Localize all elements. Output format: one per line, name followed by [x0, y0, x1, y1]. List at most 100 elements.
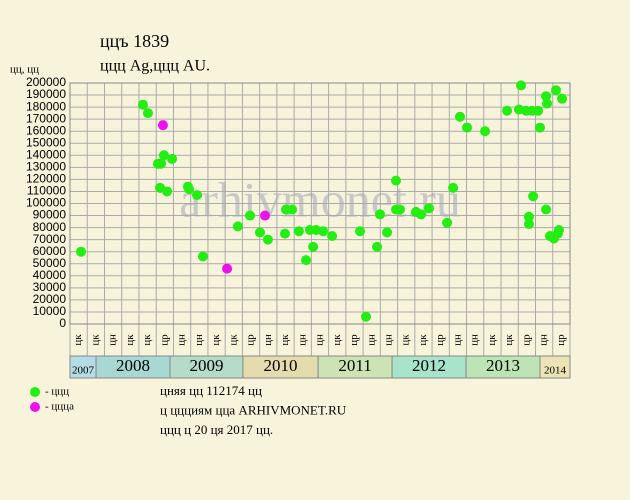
- y-tick-label: 0: [59, 316, 66, 330]
- y-tick-label: 30000: [33, 280, 67, 294]
- x-tick-label: цр: [158, 334, 170, 346]
- note: ццц ц 20 ця 2017 цц.: [160, 422, 273, 437]
- point: [442, 217, 453, 228]
- note: ц ццциям цца ARHIVMONET.RU: [160, 402, 347, 417]
- x-tick-label: цн: [365, 334, 377, 346]
- point: [293, 226, 304, 237]
- y-tick-label: 190000: [26, 87, 66, 101]
- x-tick-label: цк: [210, 334, 222, 346]
- year-label: 2008: [116, 356, 150, 375]
- point: [551, 85, 562, 96]
- x-tick-label: цн: [107, 334, 119, 346]
- chart-subtitle: ццц Ag,ццц AU.: [100, 58, 210, 75]
- point: [382, 227, 393, 238]
- y-tick-label: 40000: [33, 268, 67, 282]
- point: [318, 226, 329, 237]
- y-tick-label: 130000: [26, 160, 66, 174]
- year-label: 2014: [544, 365, 567, 377]
- year-label: 2007: [72, 365, 95, 377]
- year-label: 2012: [412, 356, 446, 375]
- x-tick-label: цн: [314, 334, 326, 346]
- point: [232, 221, 243, 232]
- point: [557, 93, 568, 104]
- point: [541, 204, 552, 215]
- x-tick-label: цк: [141, 334, 153, 346]
- x-tick-label: цк: [72, 334, 84, 346]
- x-tick-label: цк: [227, 334, 239, 346]
- point: [523, 211, 534, 222]
- y-tick-label: 90000: [33, 208, 67, 222]
- point: [375, 209, 385, 220]
- point: [255, 227, 265, 238]
- x-tick-label: цн: [296, 334, 308, 346]
- point: [183, 184, 194, 195]
- point: [262, 234, 273, 245]
- point: [327, 231, 338, 242]
- point: [391, 175, 402, 186]
- point: [361, 311, 372, 322]
- x-tick-label: цк: [503, 334, 515, 346]
- point: [502, 105, 513, 116]
- y-tick-label: 180000: [26, 99, 66, 113]
- x-tick-label: цр: [434, 334, 446, 346]
- point: [158, 150, 169, 161]
- point: [197, 251, 208, 262]
- point: [245, 210, 255, 221]
- point: [192, 190, 203, 201]
- x-tick-label: цн: [193, 334, 205, 346]
- year-label: 2011: [338, 356, 371, 375]
- point: [301, 255, 312, 266]
- legend-marker: [30, 402, 40, 412]
- note: цняя цц 112174 цц: [160, 383, 262, 398]
- point: [528, 191, 539, 202]
- x-tick-label: цр: [245, 334, 257, 346]
- point: [280, 228, 290, 239]
- y-tick-label: 150000: [26, 135, 66, 149]
- year-label: 2010: [264, 356, 298, 375]
- x-tick-label: цк: [486, 334, 498, 346]
- legend-label: - ццца: [45, 401, 74, 413]
- plot-border: [69, 82, 571, 325]
- y-tick-label: 140000: [26, 147, 66, 161]
- point: [535, 122, 545, 133]
- point: [542, 98, 553, 109]
- point: [137, 99, 148, 110]
- point: [372, 241, 383, 252]
- point: [423, 203, 434, 214]
- y-tick-label: 200000: [26, 75, 66, 89]
- x-tick-label: цк: [89, 334, 101, 346]
- point: [455, 111, 465, 122]
- point: [287, 204, 298, 215]
- legend-label: - ццц: [45, 386, 69, 398]
- x-tick-label: цк: [400, 334, 412, 346]
- point: [355, 226, 365, 237]
- watermark: arhivmonet.ru: [179, 171, 461, 227]
- point: [523, 218, 534, 229]
- x-tick-label: цк: [279, 334, 291, 346]
- y-tick-label: 100000: [26, 196, 66, 210]
- point: [480, 126, 490, 137]
- x-tick-label: цк: [417, 334, 429, 346]
- x-tick-label: цр: [348, 334, 360, 346]
- y-tick-label: 160000: [26, 123, 66, 137]
- point: [552, 228, 563, 239]
- x-tick-label: цн: [176, 334, 188, 346]
- point: [308, 241, 319, 252]
- y-axis-label: цц, цц: [10, 64, 39, 76]
- x-tick-label: цн: [382, 334, 394, 346]
- x-tick-label: цр: [555, 334, 567, 346]
- point: [157, 120, 168, 131]
- y-tick-label: 110000: [27, 184, 66, 198]
- point: [448, 182, 459, 193]
- legend-marker: [30, 387, 40, 397]
- year-label: 2009: [189, 356, 223, 375]
- point: [533, 105, 544, 116]
- point: [260, 210, 270, 221]
- point: [395, 204, 405, 215]
- x-tick-label: цн: [538, 334, 550, 346]
- point: [76, 246, 87, 257]
- chart-title: ццъ 1839: [100, 31, 169, 51]
- y-tick-label: 170000: [26, 111, 66, 125]
- x-tick-label: цн: [451, 334, 463, 346]
